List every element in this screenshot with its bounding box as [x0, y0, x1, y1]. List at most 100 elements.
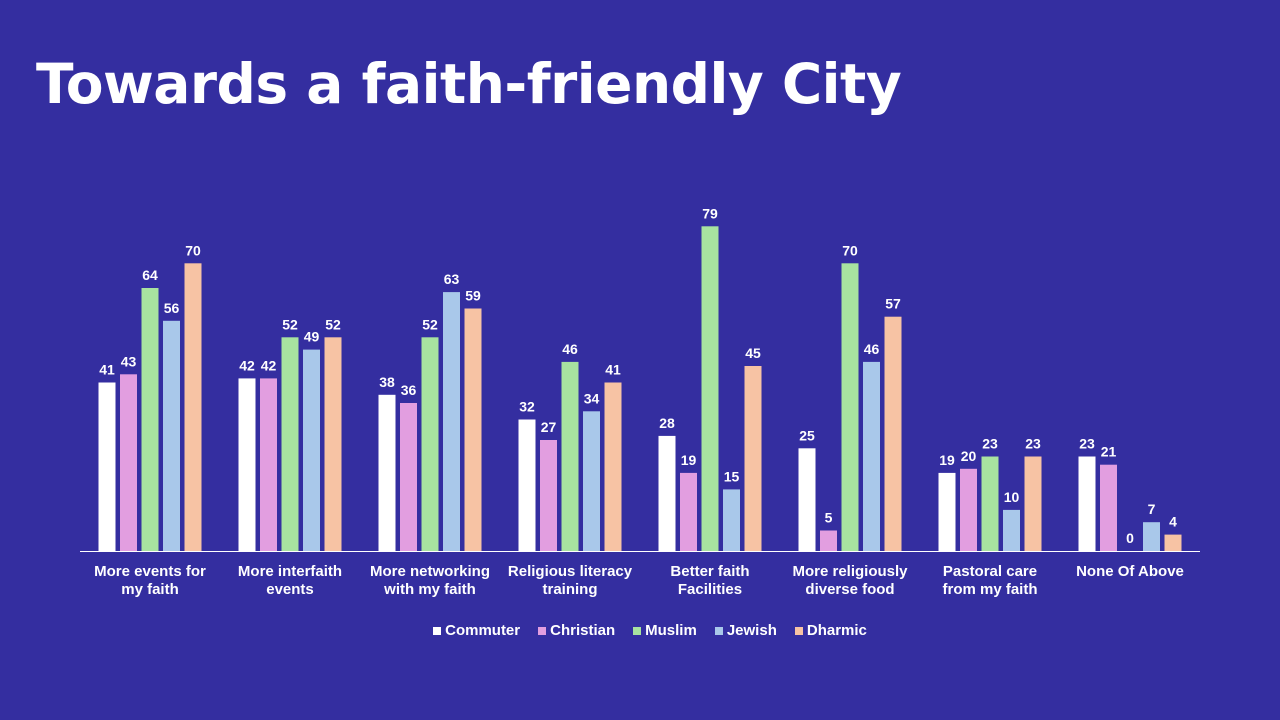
legend-label: Christian: [550, 622, 616, 639]
bar-dharmic-7: [1164, 534, 1182, 551]
bar-jewish-0: [163, 320, 180, 551]
data-label-muslim-0: 64: [142, 267, 158, 283]
bar-jewish-5: [863, 361, 880, 551]
data-label-muslim-4: 79: [702, 205, 718, 221]
data-label-dharmic-3: 41: [605, 362, 621, 378]
data-label-commuter-0: 41: [99, 362, 115, 378]
bar-jewish-4: [723, 489, 740, 552]
legend-label: Muslim: [645, 622, 697, 639]
data-label-dharmic-0: 70: [185, 242, 201, 258]
category-label-5: More religiously diverse food: [792, 563, 908, 598]
legend-item-jewish: Jewish: [714, 622, 777, 639]
bar-christian-3: [540, 440, 557, 551]
bar-muslim-6: [981, 456, 999, 551]
bar-dharmic-3: [604, 382, 622, 551]
bar-christian-4: [680, 472, 697, 551]
data-label-commuter-6: 19: [939, 452, 955, 468]
data-label-christian-2: 36: [401, 382, 417, 398]
bar-dharmic-0: [184, 263, 202, 551]
bar-commuter-7: [1078, 456, 1096, 551]
data-label-commuter-1: 42: [239, 357, 255, 373]
legend-label: Commuter: [445, 622, 521, 639]
page-title: Towards a faith-friendly City: [36, 52, 902, 116]
bar-muslim-1: [281, 337, 299, 551]
data-label-commuter-7: 23: [1079, 436, 1095, 452]
data-label-dharmic-4: 45: [745, 345, 761, 361]
bar-muslim-2: [421, 337, 439, 551]
data-label-christian-5: 5: [825, 510, 833, 526]
data-label-jewish-3: 34: [584, 390, 600, 406]
category-label-4: Better faith Facilities: [670, 563, 749, 598]
bar-dharmic-4: [744, 366, 762, 551]
data-label-dharmic-2: 59: [465, 288, 481, 304]
data-label-jewish-4: 15: [724, 468, 740, 484]
data-label-commuter-5: 25: [799, 427, 815, 443]
data-label-commuter-3: 32: [519, 399, 535, 415]
data-label-muslim-3: 46: [562, 341, 578, 357]
bar-dharmic-1: [324, 337, 342, 551]
legend-swatch: [433, 626, 442, 635]
legend-item-muslim: Muslim: [633, 622, 697, 639]
legend-swatch: [794, 626, 803, 635]
bar-commuter-5: [798, 448, 816, 552]
data-label-christian-4: 19: [681, 452, 697, 468]
data-label-christian-3: 27: [541, 419, 557, 435]
bar-muslim-5: [841, 263, 859, 551]
bar-dharmic-6: [1024, 456, 1042, 551]
legend-swatch: [538, 626, 547, 635]
bar-commuter-0: [98, 382, 116, 551]
bar-christian-2: [400, 403, 417, 551]
bar-jewish-7: [1143, 522, 1160, 551]
category-label-2: More networking with my faith: [370, 563, 490, 598]
data-label-commuter-2: 38: [379, 374, 395, 390]
bar-christian-6: [960, 468, 977, 551]
category-label-7: None Of Above: [1076, 563, 1184, 580]
data-label-muslim-7: 0: [1126, 530, 1134, 546]
bar-commuter-3: [518, 419, 536, 551]
legend-label: Dharmic: [806, 622, 867, 639]
bar-muslim-4: [701, 226, 719, 552]
data-label-muslim-5: 70: [842, 242, 858, 258]
data-label-dharmic-7: 4: [1169, 514, 1177, 530]
data-label-christian-6: 20: [961, 448, 977, 464]
data-label-jewish-1: 49: [304, 329, 320, 345]
legend-item-commuter: Commuter: [433, 622, 520, 639]
bar-christian-5: [820, 530, 837, 552]
bar-muslim-3: [561, 361, 579, 551]
category-label-1: More interfaith events: [238, 563, 342, 598]
legend-swatch: [633, 626, 642, 635]
bar-jewish-6: [1003, 509, 1020, 551]
bar-commuter-1: [238, 378, 256, 551]
bar-jewish-1: [303, 349, 320, 551]
legend-item-dharmic: Dharmic: [794, 622, 867, 639]
bar-dharmic-2: [464, 308, 482, 551]
legend-label: Jewish: [726, 622, 777, 639]
bar-jewish-2: [443, 292, 460, 551]
bar-christian-7: [1100, 464, 1117, 551]
data-label-dharmic-6: 23: [1025, 436, 1041, 452]
data-label-jewish-2: 63: [444, 271, 460, 287]
data-label-muslim-1: 52: [282, 316, 298, 332]
bar-jewish-3: [583, 411, 600, 551]
category-label-0: More events for my faith: [94, 563, 206, 598]
data-label-christian-0: 43: [121, 353, 137, 369]
data-label-christian-1: 42: [261, 357, 277, 373]
data-label-christian-7: 21: [1101, 444, 1117, 460]
bar-commuter-2: [378, 394, 396, 551]
data-label-muslim-2: 52: [422, 316, 438, 332]
data-label-dharmic-5: 57: [885, 296, 901, 312]
legend-swatch: [714, 626, 723, 635]
data-label-jewish-7: 7: [1148, 501, 1156, 517]
data-label-muslim-6: 23: [982, 436, 998, 452]
bar-muslim-0: [141, 288, 159, 551]
data-label-jewish-5: 46: [864, 341, 880, 357]
data-label-dharmic-1: 52: [325, 316, 341, 332]
bar-commuter-6: [938, 472, 956, 551]
data-label-commuter-4: 28: [659, 415, 675, 431]
bar-commuter-4: [658, 435, 676, 551]
bar-christian-0: [120, 374, 137, 551]
category-label-6: Pastoral care from my faith: [942, 563, 1037, 598]
bar-christian-1: [260, 378, 277, 551]
chart-legend: Commuter Christian Muslim Jewish Dharmic: [0, 622, 1280, 639]
